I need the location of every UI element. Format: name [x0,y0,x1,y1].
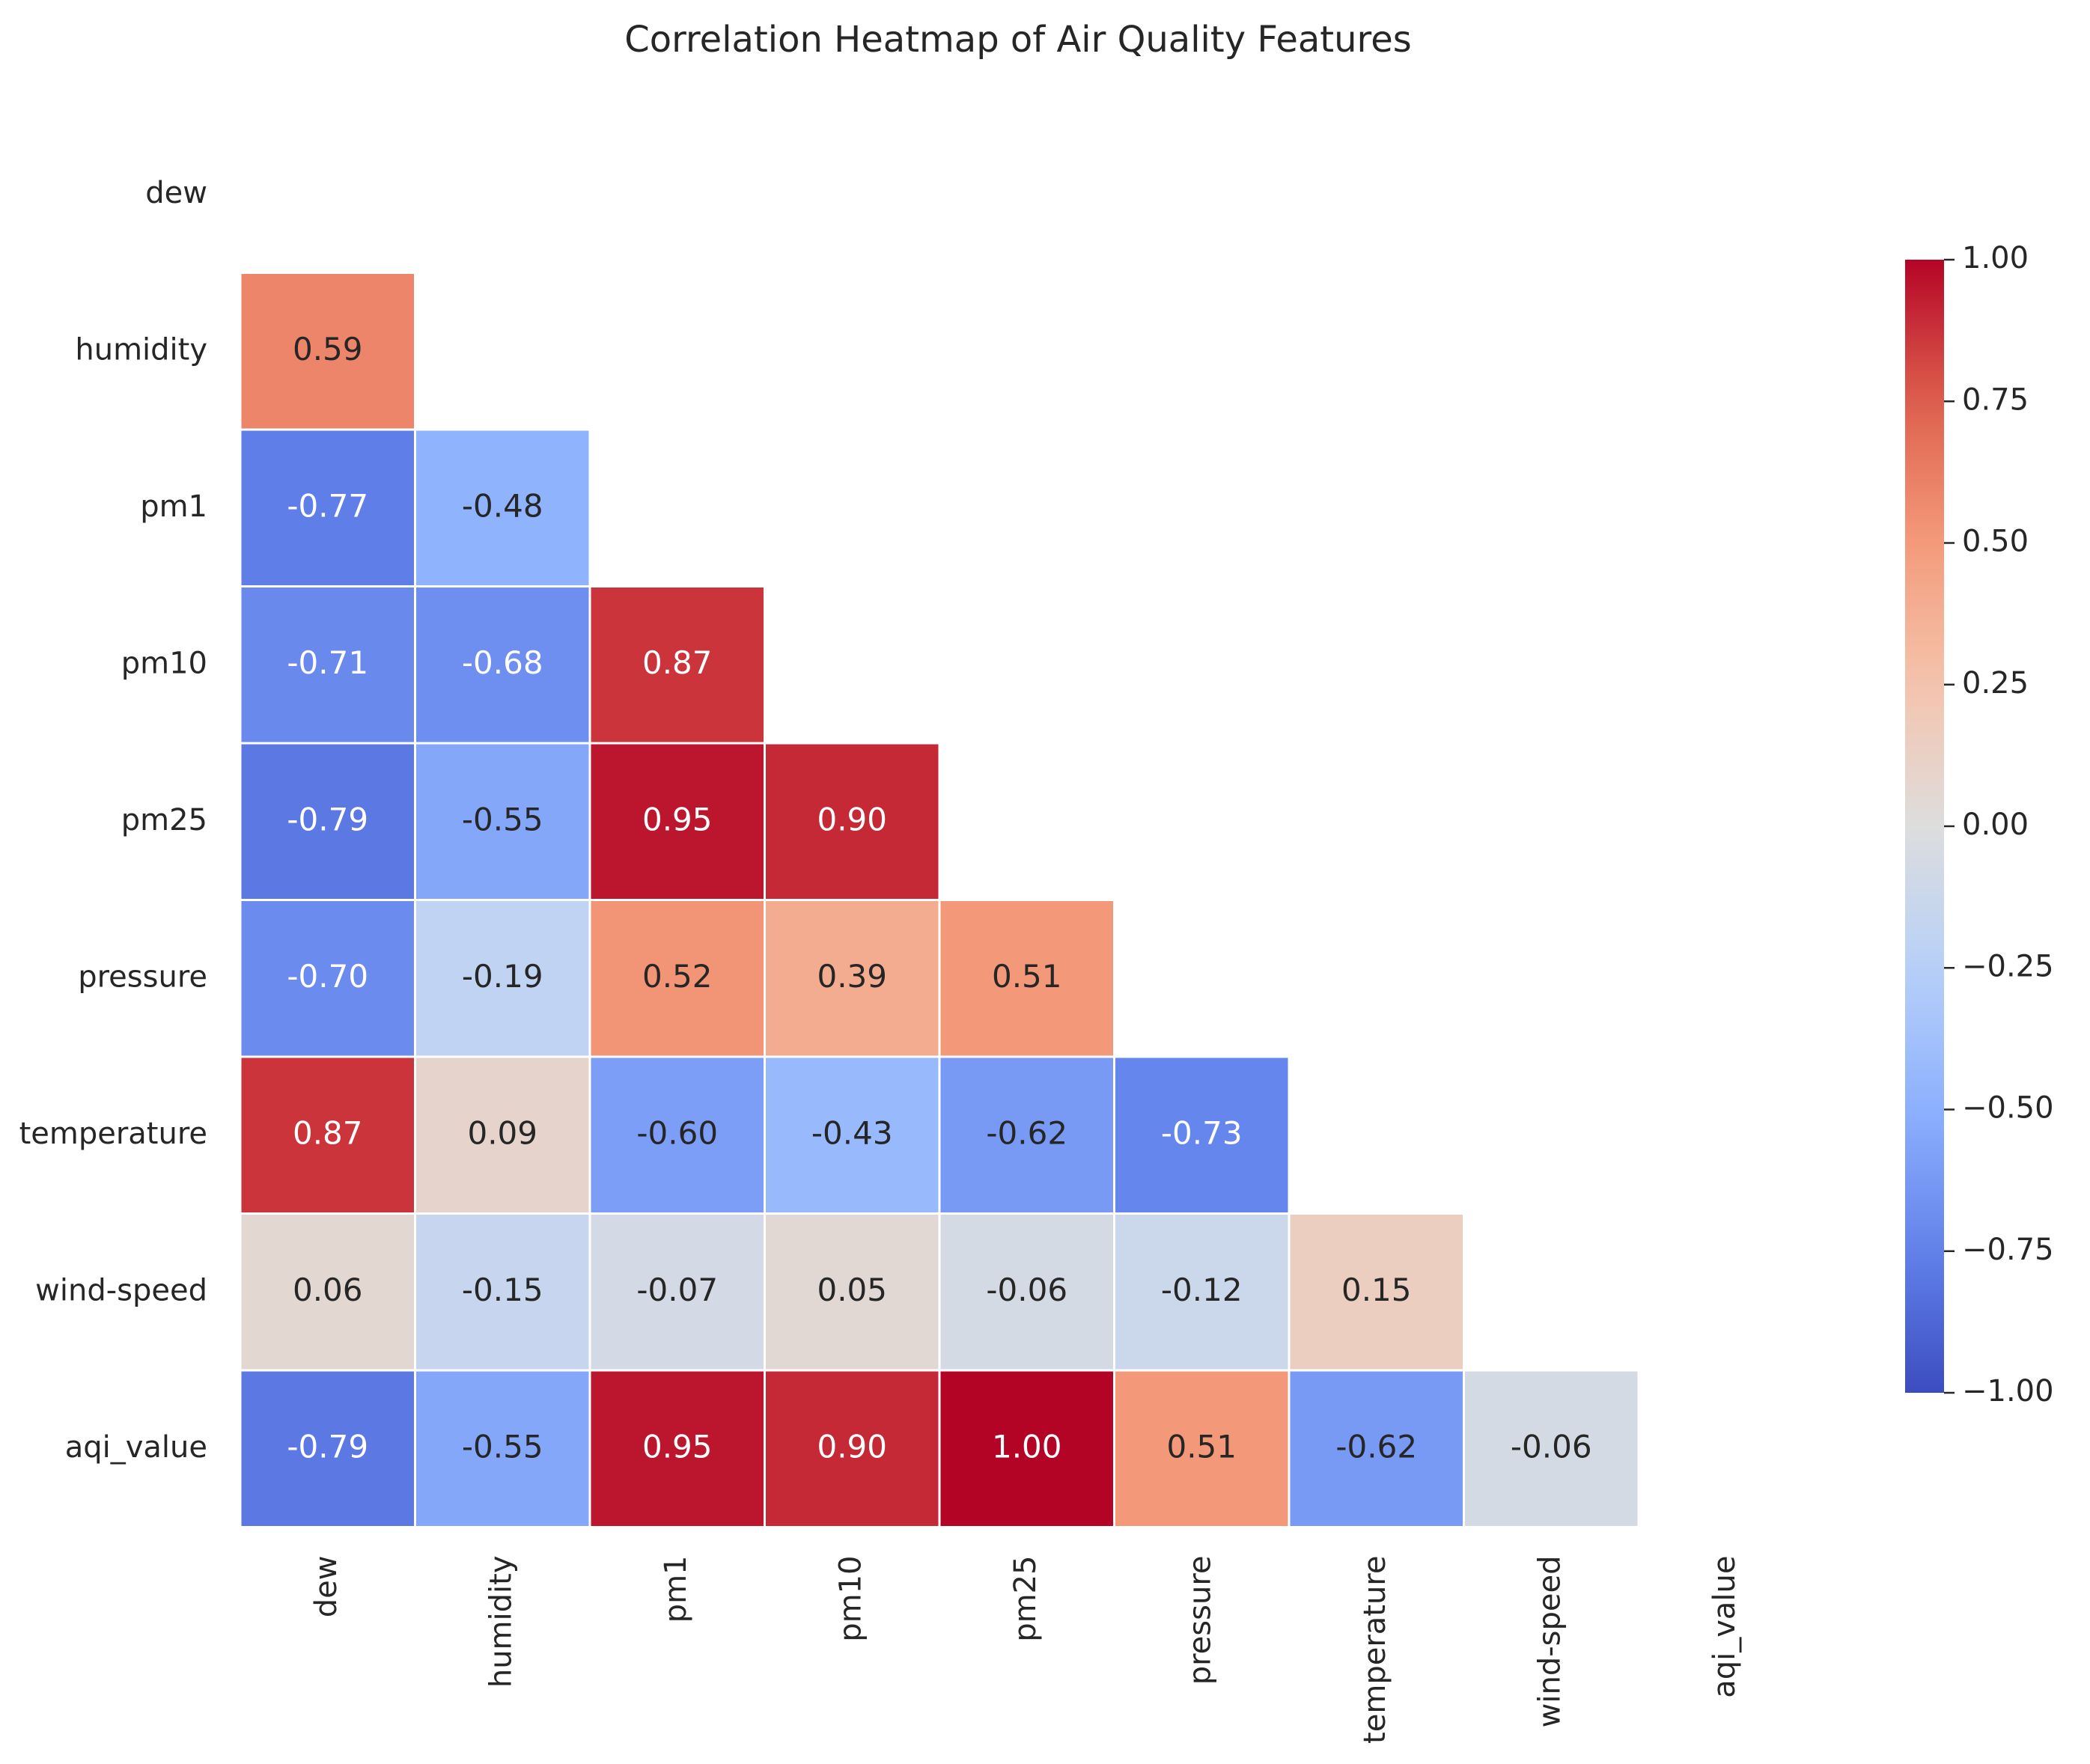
heatmap-cell-temperature-humidity [414,1055,591,1215]
cell-value-label-aqi_value-dew: -0.79 [287,1428,368,1465]
colorbar-tick-label: 0.50 [1962,525,2029,559]
x-tick-label-humidity: humidity [484,1556,518,1688]
cell-value-label-pm10-dew: -0.71 [287,644,368,681]
cell-value-label-temperature-humidity: 0.09 [467,1114,537,1151]
y-tick-label-pm25: pm25 [121,803,207,837]
y-tick-label-dew: dew [145,176,207,210]
cell-value-label-pm1-humidity: -0.48 [462,487,543,524]
x-tick-label-pm1: pm1 [659,1556,693,1623]
cell-value-label-pm10-pm1: 0.87 [642,644,713,681]
heatmap-cell-aqi_value-wind-speed [1463,1369,1640,1528]
cell-value-label-wind-speed-humidity: -0.15 [462,1272,543,1308]
colorbar: 1.00 0.75 0.50 0.25 0.00 −0.25 −0.50 −0.75 −1.00 [1905,241,2054,1409]
heatmap-cell-wind-speed-humidity [414,1212,591,1372]
y-tick-label-pm10: pm10 [121,646,207,680]
cell-value-label-temperature-pm25: -0.62 [986,1114,1067,1151]
heatmap-cell-wind-speed-temperature [1288,1212,1465,1372]
x-tick-label-aqi_value: aqi_value [1707,1556,1742,1698]
cell-value-label-temperature-pm10: -0.43 [811,1114,893,1151]
y-tick-labels: dew humidity pm1 pm10 pm25 pressure temperatur… [19,176,207,1465]
heatmap-cell-pressure-pm1 [588,899,766,1058]
cell-value-label-humidity-dew: 0.59 [293,331,363,367]
y-tick-label-humidity: humidity [75,332,207,367]
heatmap-cell-temperature-dew [239,1055,416,1215]
cell-value-label-pm1-dew: -0.77 [287,487,368,524]
colorbar-tick-label: 0.25 [1962,666,2029,701]
cell-value-label-wind-speed-pm10: 0.05 [817,1272,887,1308]
heatmap-cell-temperature-pm10 [764,1055,941,1215]
x-tick-labels: dew humidity pm1 pm10 pm25 pressure temperatur… [309,1556,1742,1744]
cell-value-label-pm25-pm1: 0.95 [642,801,713,837]
heatmap-cell-aqi_value-pressure [1113,1369,1291,1528]
y-tick-label-pm1: pm1 [140,489,207,524]
cell-value-label-pressure-pm10: 0.39 [817,958,887,995]
heatmap-cell-aqi_value-temperature [1288,1369,1465,1528]
colorbar-gradient [1905,260,1944,1393]
heatmap-cell-temperature-pm25 [938,1055,1115,1215]
heatmap-cells: 0.59 -0.77 -0.48 -0.71 -0.68 0.87 -0.79 -0.55 0.… [239,272,1640,1528]
colorbar-tick-label: 0.00 [1962,808,2029,842]
heatmap-cell-pm10-pm1 [588,585,766,745]
cell-value-label-aqi_value-humidity: -0.55 [462,1428,543,1465]
cell-value-label-wind-speed-pm25: -0.06 [986,1272,1067,1308]
colorbar-tick-label: −0.50 [1962,1091,2054,1126]
cell-value-label-aqi_value-pm25: 1.00 [992,1428,1062,1465]
cell-value-label-aqi_value-pm10: 0.90 [817,1428,887,1465]
chart-title: Correlation Heatmap of Air Quality Featu… [624,19,1412,61]
cell-value-label-pm25-dew: -0.79 [287,801,368,837]
y-tick-label-wind-speed: wind-speed [35,1273,207,1307]
cell-value-label-aqi_value-pm1: 0.95 [642,1428,713,1465]
heatmap-cell-pm25-humidity [414,742,591,901]
heatmap-cell-pressure-humidity [414,899,591,1058]
colorbar-tick-label: −0.25 [1962,949,2054,983]
cell-value-label-temperature-pressure: -0.73 [1161,1114,1243,1151]
cell-value-label-aqi_value-pressure: 0.51 [1166,1428,1237,1465]
cell-value-label-pressure-humidity: -0.19 [462,958,543,995]
heatmap-cell-pm1-dew [239,428,416,588]
cell-value-label-pressure-pm1: 0.52 [642,958,713,995]
heatmap-cell-aqi_value-pm1 [588,1369,766,1528]
x-tick-label-temperature: temperature [1358,1556,1392,1744]
cell-value-label-wind-speed-pressure: -0.12 [1161,1272,1243,1308]
heatmap-cell-pm1-humidity [414,428,591,588]
x-tick-label-dew: dew [309,1556,344,1618]
colorbar-tick-label: 1.00 [1962,241,2029,275]
cell-value-label-pressure-dew: -0.70 [287,958,368,995]
cell-value-label-pm25-pm10: 0.90 [817,801,887,837]
cell-value-label-pm10-humidity: -0.68 [462,644,543,681]
heatmap-cell-temperature-pressure [1113,1055,1291,1215]
heatmap-cell-aqi_value-dew [239,1369,416,1528]
cell-value-label-temperature-pm1: -0.60 [636,1114,718,1151]
heatmap-cell-wind-speed-pressure [1113,1212,1291,1372]
x-tick-label-pm25: pm25 [1008,1556,1043,1642]
y-tick-label-aqi_value: aqi_value [65,1430,207,1465]
colorbar-tick-label: −0.75 [1962,1233,2054,1267]
heatmap-cell-pm10-dew [239,585,416,745]
colorbar-tick-label: −1.00 [1962,1374,2054,1409]
heatmap-cell-pm25-pm10 [764,742,941,901]
y-tick-label-pressure: pressure [78,959,207,994]
cell-value-label-aqi_value-wind-speed: -0.06 [1511,1428,1592,1465]
cell-value-label-aqi_value-temperature: -0.62 [1335,1428,1417,1465]
cell-value-label-temperature-dew: 0.87 [293,1114,363,1151]
heatmap-cell-pm10-humidity [414,585,591,745]
heatmap-cell-humidity-dew [239,272,416,431]
x-tick-label-pm10: pm10 [833,1556,868,1642]
cell-value-label-pressure-pm25: 0.51 [992,958,1062,995]
cell-value-label-wind-speed-dew: 0.06 [293,1272,363,1308]
heatmap-cell-temperature-pm1 [588,1055,766,1215]
cell-value-label-pm25-humidity: -0.55 [462,801,543,837]
heatmap-cell-wind-speed-dew [239,1212,416,1372]
x-tick-label-pressure: pressure [1183,1556,1217,1685]
cell-value-label-wind-speed-pm1: -0.07 [636,1272,718,1308]
heatmap-cell-wind-speed-pm10 [764,1212,941,1372]
y-tick-label-temperature: temperature [19,1117,207,1151]
x-tick-label-wind-speed: wind-speed [1532,1556,1567,1728]
cell-value-label-wind-speed-temperature: 0.15 [1341,1272,1412,1308]
heatmap-cell-pressure-pm25 [938,899,1115,1058]
heatmap-cell-pressure-pm10 [764,899,941,1058]
colorbar-tick-label: 0.75 [1962,382,2029,417]
